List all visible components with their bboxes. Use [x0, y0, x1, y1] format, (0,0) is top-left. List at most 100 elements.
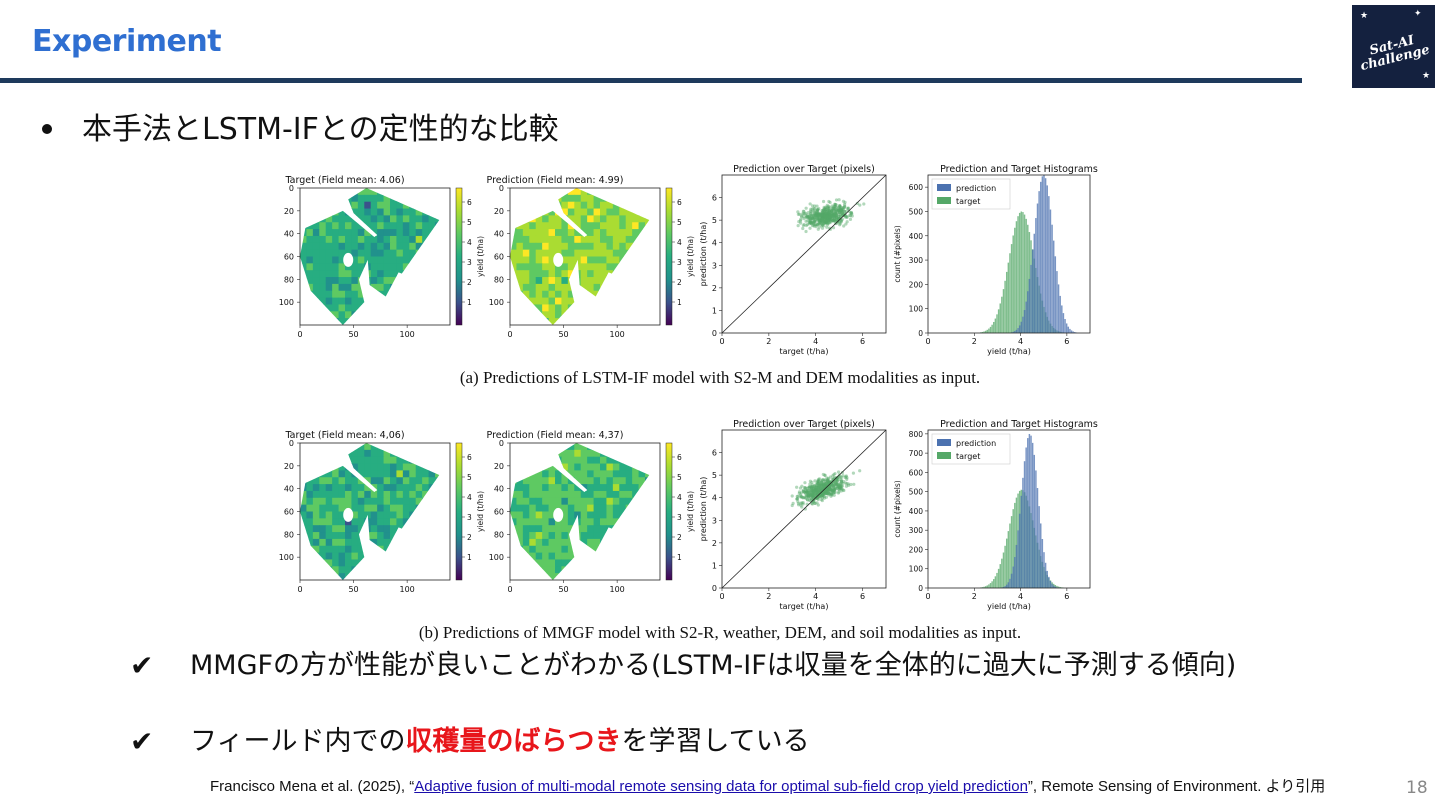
- yield-cell: [651, 470, 658, 477]
- scatter-point: [827, 209, 831, 213]
- scatter-point: [828, 475, 833, 479]
- yield-cell: [619, 552, 627, 560]
- legend-swatch-target: [937, 197, 951, 204]
- yield-cell: [651, 484, 658, 491]
- scatter-point: [842, 488, 846, 493]
- scatter-point: [805, 498, 810, 502]
- yield-cell: [306, 463, 314, 471]
- yield-cell: [402, 566, 410, 574]
- yield-cell: [612, 188, 620, 196]
- scatter-point: [818, 488, 822, 492]
- scatter-point: [809, 220, 814, 225]
- scatter-point: [825, 215, 829, 219]
- scatter-point: [810, 216, 814, 220]
- scatter-y-tick-label: 2: [712, 284, 717, 293]
- field-map: [510, 443, 658, 581]
- colorbar-tick-label: 6: [677, 453, 682, 462]
- map-x-tick-label: 0: [297, 330, 302, 339]
- scatter-point: [804, 490, 809, 494]
- yield-cell: [351, 470, 359, 478]
- scatter-point: [804, 496, 808, 500]
- yield-cell: [555, 208, 562, 216]
- scatter-point: [834, 211, 838, 216]
- scatter-point: [814, 212, 818, 216]
- yield-cell: [587, 525, 595, 533]
- yield-cell: [325, 511, 333, 519]
- yield-cell: [390, 283, 397, 292]
- scatter-point: [812, 217, 816, 221]
- yield-cell: [377, 235, 385, 244]
- scatter-point: [842, 224, 846, 228]
- scatter-y-tick-label: 3: [712, 516, 717, 525]
- yield-cell: [415, 538, 423, 547]
- yield-cell: [619, 484, 627, 492]
- yield-cell: [332, 297, 340, 305]
- yield-cell: [448, 512, 455, 519]
- paper-link[interactable]: Adaptive fusion of multi-modal remote se…: [414, 778, 1028, 795]
- scatter-point: [836, 208, 840, 213]
- field-map: [510, 188, 650, 326]
- scatter-point: [821, 217, 825, 221]
- yield-cell: [574, 538, 582, 547]
- scatter-point: [806, 210, 810, 215]
- scatter-point: [828, 216, 832, 221]
- yield-cell: [567, 538, 575, 547]
- yield-cell: [625, 518, 633, 526]
- scatter-point: [816, 490, 820, 494]
- scatter-point: [810, 488, 814, 492]
- yield-cell: [332, 215, 340, 223]
- yield-cell: [383, 490, 391, 499]
- yield-cell: [396, 270, 404, 278]
- yield-cell: [306, 208, 314, 216]
- scatter-point: [825, 223, 830, 227]
- yield-cell: [402, 504, 410, 512]
- scatter-point: [821, 482, 825, 486]
- scatter-point: [809, 486, 813, 490]
- yield-cell: [612, 277, 620, 285]
- yield-cell: [357, 277, 365, 285]
- yield-cell: [593, 283, 601, 292]
- scatter-point: [806, 215, 810, 219]
- yield-cell: [390, 311, 397, 319]
- scatter-point: [809, 491, 813, 495]
- yield-cell: [448, 505, 455, 512]
- yield-cell: [542, 490, 550, 499]
- yield-cell: [390, 188, 397, 196]
- yield-cell: [396, 470, 404, 478]
- scatter-point: [807, 491, 812, 496]
- scatter-point: [818, 495, 822, 499]
- yield-cell: [312, 242, 320, 251]
- yield-cell: [332, 194, 340, 203]
- yield-cell: [510, 194, 517, 203]
- yield-cell: [338, 573, 346, 581]
- yield-cell: [319, 311, 327, 319]
- yield-cell: [535, 208, 543, 216]
- colorbar-tick-label: 1: [467, 553, 472, 562]
- yield-cell: [390, 525, 397, 533]
- scatter-point: [833, 209, 838, 213]
- scatter-point: [804, 206, 808, 210]
- yield-cell: [306, 552, 314, 560]
- scatter-point: [825, 476, 829, 480]
- yield-cell: [435, 518, 440, 526]
- scatter-point: [822, 496, 827, 500]
- yield-cell: [574, 552, 582, 560]
- yield-cell: [357, 222, 365, 230]
- yield-cell: [441, 318, 448, 325]
- yield-cell: [632, 532, 640, 540]
- scatter-point: [822, 214, 826, 218]
- scatter-point: [832, 488, 837, 492]
- yield-cell: [510, 229, 517, 237]
- yield-cell: [625, 490, 633, 499]
- yield-cell: [638, 518, 646, 526]
- hist-bar-target: [1018, 212, 1021, 333]
- yield-cell: [441, 243, 448, 250]
- yield-cell: [402, 222, 410, 230]
- scatter-point: [824, 220, 828, 225]
- yield-cell: [651, 450, 658, 457]
- scatter-x-label: target (t/ha): [780, 602, 829, 611]
- hist-y-tick-label: 400: [909, 232, 924, 241]
- hist-bar-prediction: [1041, 176, 1044, 333]
- yield-cell: [612, 194, 620, 203]
- yield-cell: [548, 532, 556, 540]
